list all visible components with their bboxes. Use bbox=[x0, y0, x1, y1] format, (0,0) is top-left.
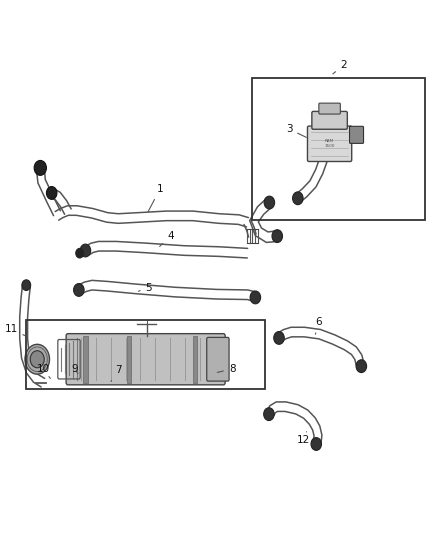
Text: 9: 9 bbox=[71, 364, 78, 374]
Circle shape bbox=[311, 438, 321, 450]
Text: 12: 12 bbox=[297, 432, 310, 445]
Bar bbox=[26, 320, 265, 389]
Text: 11: 11 bbox=[4, 325, 25, 336]
Circle shape bbox=[250, 291, 261, 304]
FancyBboxPatch shape bbox=[307, 126, 352, 161]
Text: 2: 2 bbox=[333, 60, 347, 74]
Bar bbox=[83, 336, 88, 383]
FancyBboxPatch shape bbox=[66, 334, 225, 385]
Circle shape bbox=[46, 187, 57, 199]
Text: 7: 7 bbox=[111, 366, 122, 382]
Text: 5: 5 bbox=[138, 283, 152, 293]
Bar bbox=[193, 336, 197, 383]
Text: 1: 1 bbox=[148, 184, 163, 212]
Circle shape bbox=[293, 192, 303, 205]
Text: 6: 6 bbox=[315, 318, 322, 334]
Circle shape bbox=[274, 332, 284, 344]
Text: 10: 10 bbox=[36, 364, 50, 378]
Bar bbox=[127, 336, 131, 383]
FancyBboxPatch shape bbox=[312, 111, 347, 130]
Bar bbox=[252, 78, 425, 220]
Text: RAM
1500: RAM 1500 bbox=[325, 139, 335, 148]
Circle shape bbox=[264, 196, 275, 209]
Text: 8: 8 bbox=[217, 364, 236, 374]
FancyBboxPatch shape bbox=[319, 103, 340, 114]
Circle shape bbox=[25, 344, 49, 374]
FancyBboxPatch shape bbox=[207, 337, 229, 381]
Text: 3: 3 bbox=[286, 124, 306, 138]
Circle shape bbox=[74, 284, 84, 296]
Circle shape bbox=[76, 248, 84, 258]
Circle shape bbox=[264, 408, 274, 421]
Circle shape bbox=[356, 360, 367, 373]
FancyBboxPatch shape bbox=[350, 126, 364, 143]
Circle shape bbox=[272, 230, 283, 243]
Circle shape bbox=[30, 351, 44, 368]
Circle shape bbox=[34, 160, 46, 175]
Circle shape bbox=[80, 244, 91, 257]
Text: 4: 4 bbox=[160, 231, 174, 246]
Circle shape bbox=[22, 280, 31, 290]
